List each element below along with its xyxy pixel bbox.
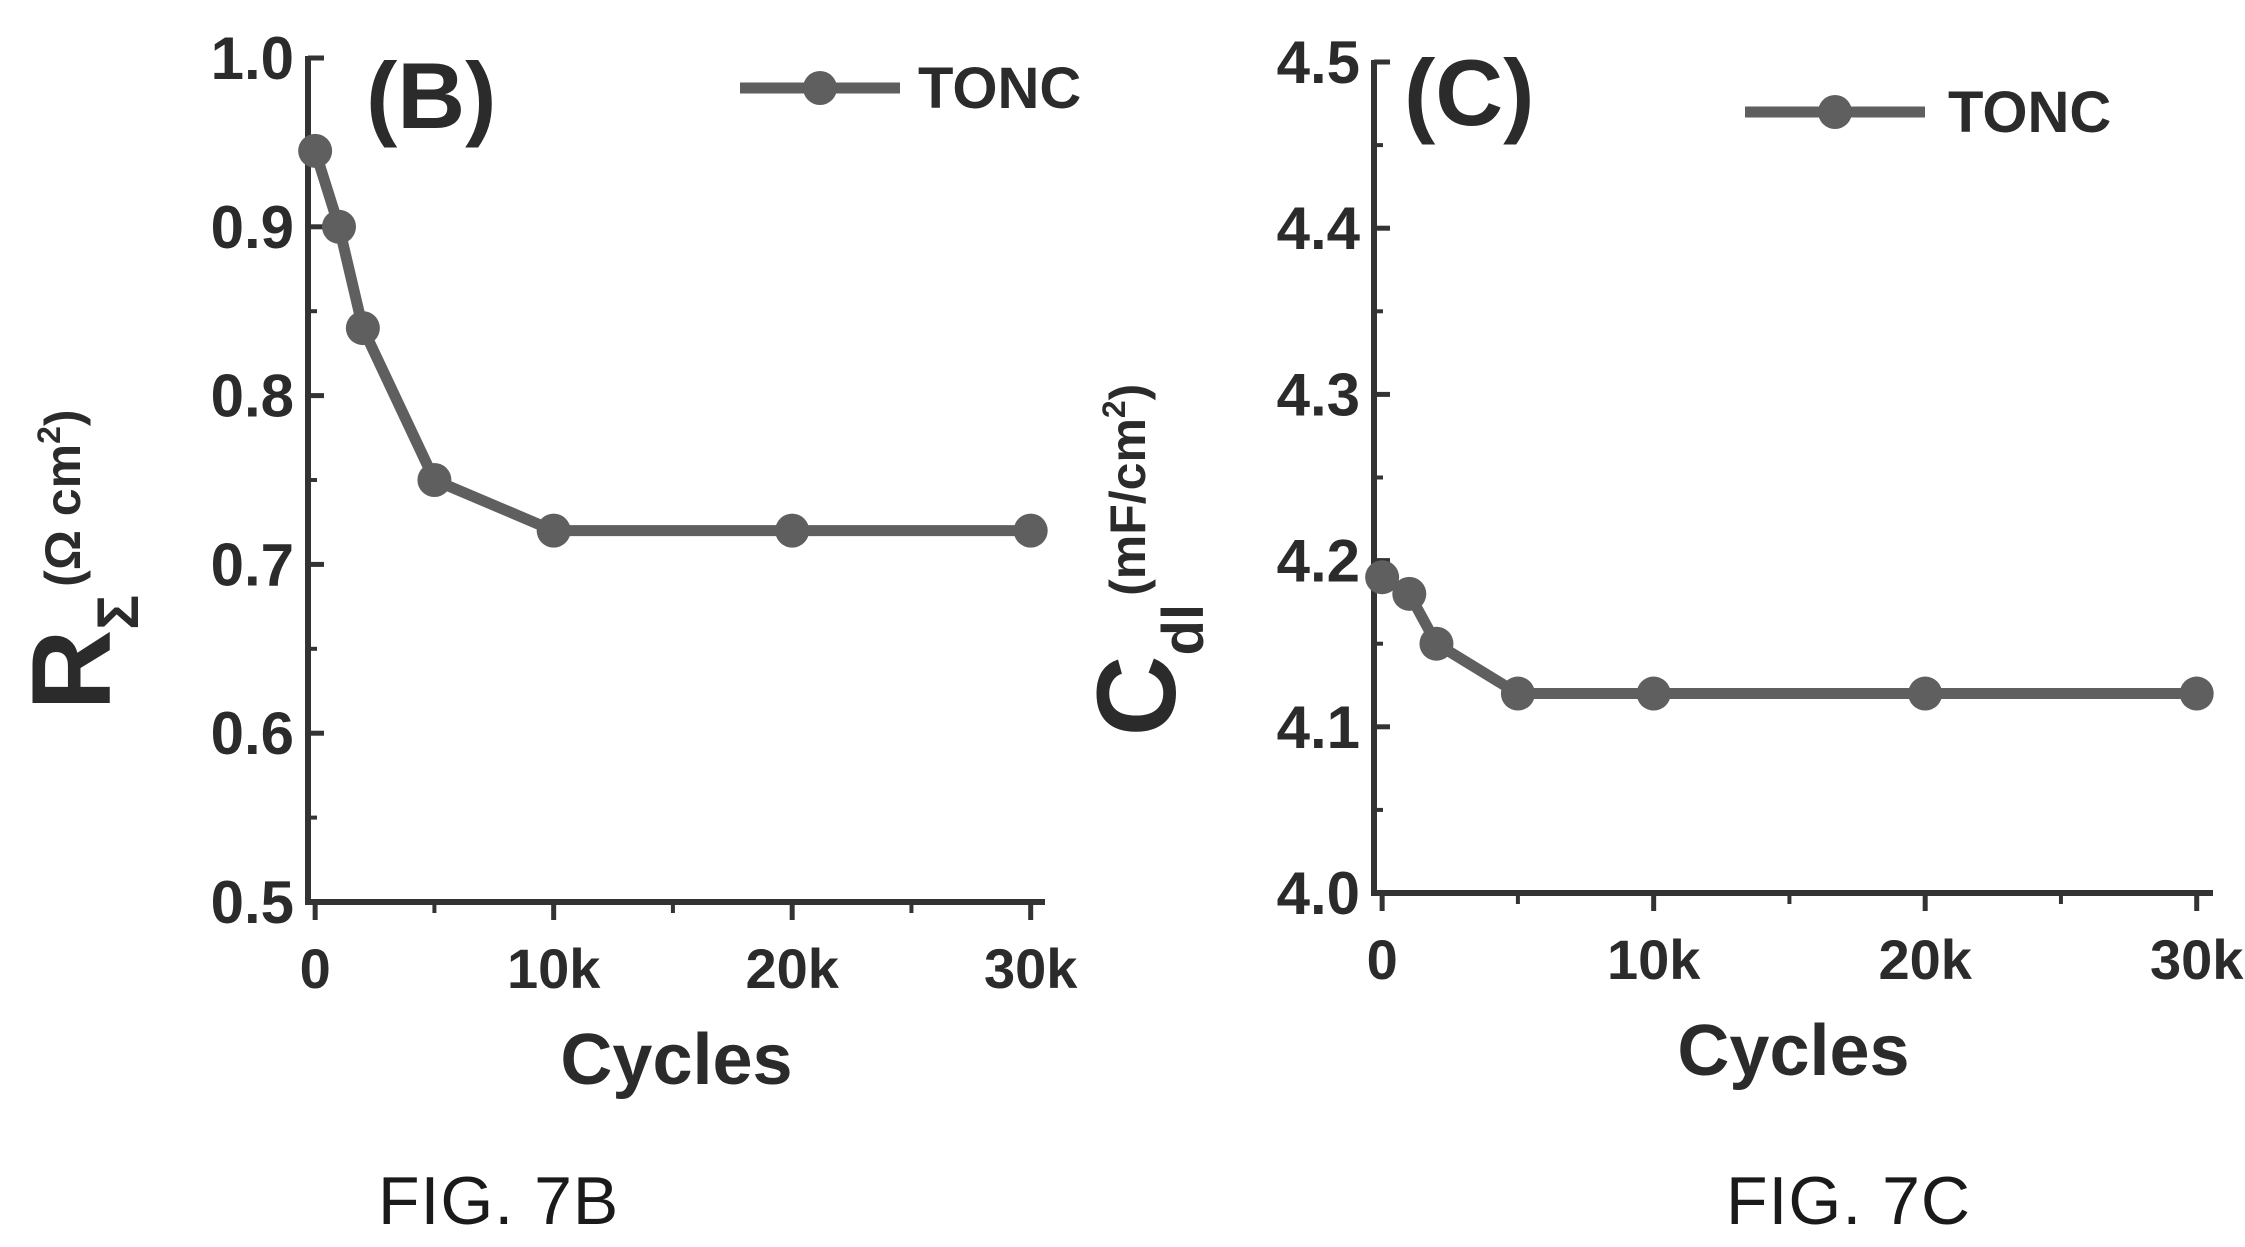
chart-panel-b: 0.5 0.6 0.7 0.8 0.9 1.0 0 10k 20k 30k Cycles RΣ (Ω c… bbox=[9, 25, 1081, 1100]
data-point bbox=[1500, 676, 1535, 711]
data-point bbox=[1365, 560, 1400, 595]
data-point bbox=[536, 513, 571, 548]
series-line-tonc bbox=[1379, 572, 2197, 700]
y-tick-label: 0.6 bbox=[211, 700, 294, 767]
y-tick-label: 0.7 bbox=[211, 531, 294, 598]
y-label-unit-superscript: 2 bbox=[1096, 400, 1132, 418]
y-label-unit: (Ω cm bbox=[35, 444, 91, 587]
y-label-unit: (mF/cm bbox=[1100, 418, 1156, 596]
y-axis-label: Cdl (mF/cm2) bbox=[1074, 384, 1216, 737]
y-tick-label: 4.4 bbox=[1277, 195, 1361, 262]
legend-marker bbox=[803, 71, 837, 105]
caption-fig-7b: FIG. 7B bbox=[378, 1163, 620, 1239]
x-tick-label: 30k bbox=[984, 937, 1078, 1000]
y-label-unit-superscript: 2 bbox=[31, 426, 67, 444]
data-point bbox=[1392, 576, 1427, 611]
y-tick-label: 1.0 bbox=[211, 25, 294, 92]
y-tick-label: 0.9 bbox=[211, 194, 294, 261]
y-label-subscript: Σ bbox=[86, 595, 151, 630]
panel-label: (C) bbox=[1404, 40, 1535, 145]
legend-label: TONC bbox=[1948, 80, 2111, 145]
legend-marker bbox=[1818, 95, 1852, 129]
y-label-main: C bbox=[1074, 655, 1199, 736]
x-tick-label: 0 bbox=[1367, 928, 1398, 991]
data-point bbox=[1013, 513, 1048, 548]
data-point bbox=[1636, 676, 1671, 711]
x-axis-label: Cycles bbox=[560, 1020, 792, 1100]
x-tick-label: 0 bbox=[300, 937, 331, 1000]
panel-label: (B) bbox=[366, 43, 497, 148]
x-axis-label: Cycles bbox=[1677, 1011, 1909, 1091]
y-tick-label: 0.8 bbox=[211, 363, 294, 430]
y-tick-label: 4.5 bbox=[1277, 29, 1360, 96]
y-label-subscript: dl bbox=[1151, 604, 1216, 656]
data-point bbox=[322, 209, 357, 244]
x-tick-label: 20k bbox=[1878, 928, 1972, 991]
data-point bbox=[2179, 676, 2214, 711]
x-tick-label: 10k bbox=[1607, 928, 1701, 991]
x-tick-label: 20k bbox=[745, 937, 839, 1000]
y-tick-label: 0.5 bbox=[211, 869, 294, 936]
y-tick-label: 4.3 bbox=[1277, 361, 1360, 428]
data-point bbox=[1419, 626, 1454, 661]
x-tick-label: 30k bbox=[2150, 928, 2244, 991]
caption-fig-7c: FIG. 7C bbox=[1726, 1163, 1972, 1239]
data-point bbox=[775, 513, 810, 548]
y-tick-label: 4.1 bbox=[1277, 694, 1360, 761]
data-point bbox=[417, 463, 452, 497]
y-label-unit-close: ) bbox=[35, 409, 91, 426]
y-label-main: R bbox=[9, 630, 134, 711]
y-axis-label: RΣ (Ω cm2) bbox=[9, 409, 151, 710]
y-tick-label: 4.2 bbox=[1277, 528, 1360, 595]
data-point bbox=[345, 311, 380, 346]
y-tick-label: 4.0 bbox=[1277, 860, 1360, 927]
data-point bbox=[298, 133, 333, 168]
x-tick-label: 10k bbox=[507, 937, 601, 1000]
chart-panel-c: 4.0 4.1 4.2 4.3 4.4 4.5 0 10k 20k 30k Cycles Cdl (mF… bbox=[1074, 29, 2244, 1091]
legend-label: TONC bbox=[918, 56, 1081, 121]
data-point bbox=[1908, 676, 1943, 711]
y-label-unit-close: ) bbox=[1100, 384, 1156, 401]
